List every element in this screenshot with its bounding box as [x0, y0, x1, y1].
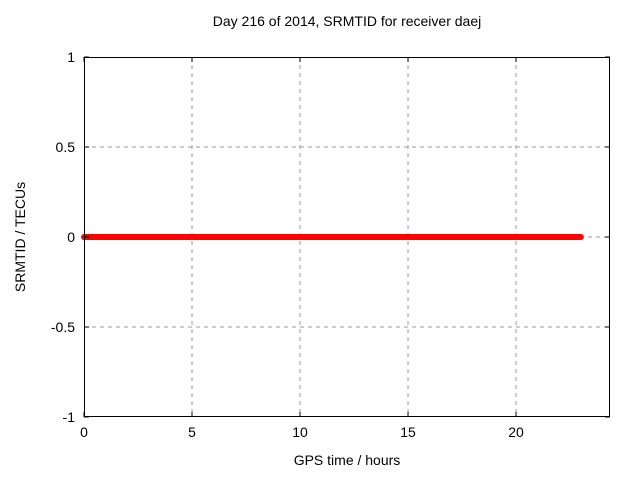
x-tick-label: 15 [400, 424, 416, 440]
y-tick-label: 1 [67, 49, 75, 65]
x-tick-label: 10 [292, 424, 308, 440]
plot-area [81, 56, 610, 418]
plot-border [84, 57, 610, 417]
y-tick-label: 0 [67, 229, 75, 245]
x-tick-label: 0 [80, 424, 88, 440]
plot-canvas [81, 56, 610, 418]
chart-title: Day 216 of 2014, SRMTID for receiver dae… [212, 13, 482, 29]
x-axis-label: GPS time / hours [293, 452, 401, 468]
x-tick-label: 20 [508, 424, 524, 440]
y-tick-label: -1 [62, 409, 75, 425]
y-tick-label: 0.5 [55, 139, 75, 155]
y-tick-label: -0.5 [50, 319, 75, 335]
x-tick-label: 5 [188, 424, 196, 440]
